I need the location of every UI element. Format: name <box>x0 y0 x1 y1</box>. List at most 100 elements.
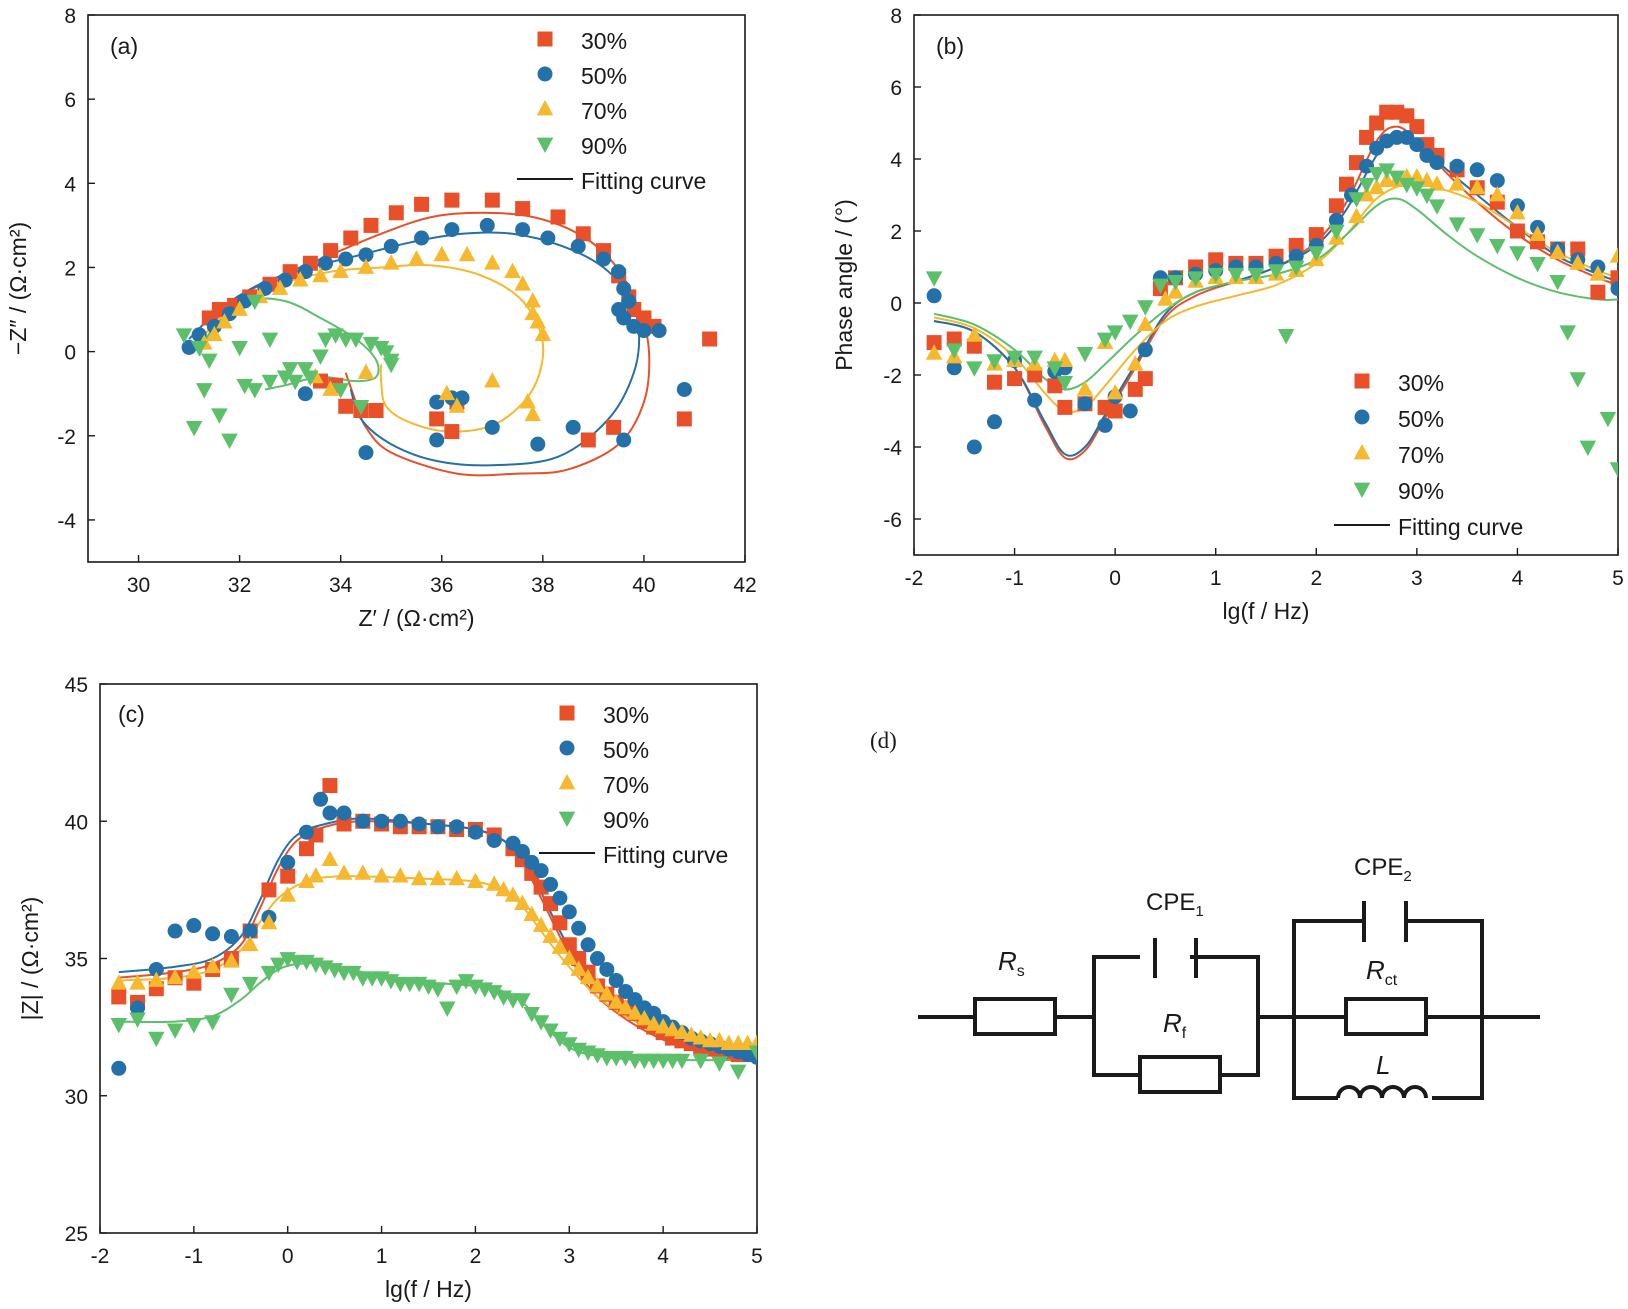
resistor-rf <box>1138 1055 1222 1094</box>
data-point <box>515 201 531 217</box>
data-point <box>1006 350 1023 366</box>
label-rf: Rf <box>1163 1008 1187 1042</box>
data-point <box>298 824 314 840</box>
data-point <box>1267 264 1285 280</box>
data-point <box>111 989 127 1005</box>
x-tick-label: 36 <box>430 574 453 597</box>
data-point <box>338 251 354 267</box>
series-90pct <box>925 163 1618 478</box>
series-50pct <box>181 217 692 461</box>
data-point <box>204 957 221 974</box>
data-point <box>926 335 942 351</box>
data-point <box>1227 267 1245 284</box>
data-point <box>1157 290 1174 306</box>
data-point <box>1359 129 1375 145</box>
data-point <box>1529 257 1546 273</box>
data-point <box>211 408 228 424</box>
data-point <box>1559 325 1576 341</box>
data-point <box>313 791 329 807</box>
data-point <box>323 243 339 259</box>
data-point <box>676 411 692 427</box>
data-point <box>966 338 982 354</box>
data-point <box>439 1001 456 1017</box>
data-point <box>410 869 428 886</box>
data-point <box>206 325 223 342</box>
data-point <box>523 905 540 921</box>
legend: 30% 50% 70% 90% Fitting curve <box>517 28 706 194</box>
data-point <box>550 209 566 225</box>
data-point <box>479 217 495 233</box>
data-point <box>1589 265 1607 281</box>
data-point <box>1489 186 1506 202</box>
x-axis-label: Z′ / (Ω·cm²) <box>358 605 474 631</box>
data-point <box>676 381 692 397</box>
data-point <box>1107 403 1123 419</box>
x-tick-label: 4 <box>1512 567 1524 590</box>
x-axis-label: lg(f / Hz) <box>1223 598 1310 624</box>
data-point <box>589 951 605 966</box>
data-point <box>368 403 384 419</box>
data-point <box>297 362 314 378</box>
data-point <box>298 841 314 857</box>
data-point <box>129 1012 146 1028</box>
data-point <box>110 1018 128 1034</box>
data-point <box>1247 267 1265 284</box>
data-point <box>484 419 500 435</box>
data-point <box>1057 399 1073 415</box>
data-point <box>332 262 349 279</box>
data-point <box>392 813 408 829</box>
data-point <box>1569 372 1587 388</box>
data-point <box>542 1023 559 1039</box>
data-point <box>673 1023 691 1039</box>
data-point <box>514 993 531 1009</box>
x-tick-label: 1 <box>376 1245 388 1268</box>
data-point <box>570 238 586 254</box>
data-point <box>702 331 718 347</box>
legend-label: 30% <box>603 702 649 728</box>
legend-marker <box>558 811 576 827</box>
data-point <box>925 344 943 360</box>
panel-label: (c) <box>118 701 145 727</box>
data-point <box>1409 137 1425 153</box>
panel-d-equivalent-circuit: (d) Rs CPE1 Rf CPE2 Rct L <box>870 728 1540 1106</box>
y-tick-label: 4 <box>890 149 902 172</box>
panel-label: (a) <box>110 33 138 59</box>
data-point <box>148 961 164 977</box>
data-point <box>302 370 319 386</box>
data-point <box>1599 411 1617 428</box>
data-point <box>645 1015 663 1031</box>
data-point <box>551 1031 569 1048</box>
data-point <box>190 341 208 357</box>
data-point <box>1046 361 1064 377</box>
label-cpe2: CPE2 <box>1354 854 1412 885</box>
data-point <box>280 868 296 884</box>
data-point <box>636 1009 653 1026</box>
data-point <box>1187 271 1204 287</box>
data-point <box>529 313 547 329</box>
data-point <box>551 938 569 954</box>
data-point <box>616 432 632 448</box>
data-point <box>570 960 587 976</box>
x-tick-label: 5 <box>1612 567 1624 590</box>
panel-d-label: (d) <box>870 728 897 753</box>
legend-marker <box>537 31 553 47</box>
data-point <box>571 920 587 936</box>
data-point <box>429 869 447 886</box>
y-tick-label: 6 <box>64 89 76 112</box>
data-point <box>362 336 380 353</box>
data-point <box>484 254 501 270</box>
data-point <box>195 383 213 399</box>
x-tick-label: 0 <box>1109 567 1121 590</box>
data-point <box>1610 281 1618 297</box>
data-point <box>1127 355 1144 371</box>
data-point <box>448 397 466 413</box>
data-point <box>1137 371 1153 387</box>
data-point <box>345 965 362 982</box>
label-rct: Rct <box>1366 955 1398 989</box>
data-point <box>925 271 943 287</box>
data-point <box>626 1004 644 1020</box>
legend-marker <box>1353 444 1371 460</box>
y-tick-label: -4 <box>57 510 76 533</box>
legend-marker <box>536 100 554 116</box>
data-point <box>1328 224 1345 240</box>
